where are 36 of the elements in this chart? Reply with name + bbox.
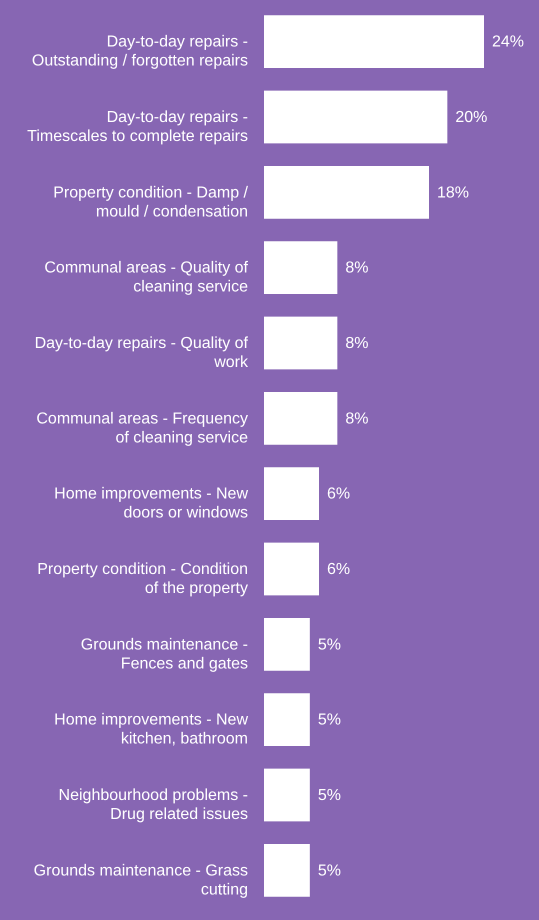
data-label: 8% [345,260,368,277]
bar [264,618,310,671]
y-tick-label: Neighbourhood problems - Drug related issues [58,787,248,823]
bar [264,844,310,897]
data-label: 6% [327,561,350,578]
data-label: 8% [345,335,368,352]
y-tick-label: Property condition - Damp / mould / condensation [53,184,249,220]
y-tick-label: Property condition - Condition of the property [37,561,248,597]
data-label: 5% [318,712,341,729]
bar [264,542,319,596]
bar [264,90,448,144]
bar [264,166,429,219]
bar [264,15,484,68]
y-tick-label: Home improvements - New doors or windows [54,486,248,522]
y-tick-label: Day-to-day repairs - Outstanding / forgotten repairs [32,34,248,70]
bar [264,467,319,520]
bar [264,316,338,370]
bar [264,693,310,746]
y-tick-label: Communal areas - Quality of cleaning service [44,260,249,296]
y-tick-label: Grounds maintenance - Fences and gates [80,636,248,672]
y-tick-label: Communal areas - Frequency of cleaning service [36,410,248,446]
bar [264,241,338,294]
data-label: 18% [437,184,470,202]
data-label: 5% [318,636,341,654]
data-label: 6% [327,486,350,503]
y-tick-label: Grounds maintenance - Grass cutting [34,862,248,898]
data-label: 24% [492,34,524,51]
data-label: 20% [455,109,488,126]
y-tick-label: Day-to-day repairs - Quality of work [34,335,249,371]
data-label: 8% [345,410,368,428]
data-label: 5% [318,787,341,804]
y-tick-label: Day-to-day repairs - Timescales to complete repairs [27,109,248,145]
y-tick-label: Home improvements - New kitchen, bathroom [54,712,248,748]
bar [264,768,310,822]
bar [264,392,338,445]
data-label: 5% [318,862,341,880]
